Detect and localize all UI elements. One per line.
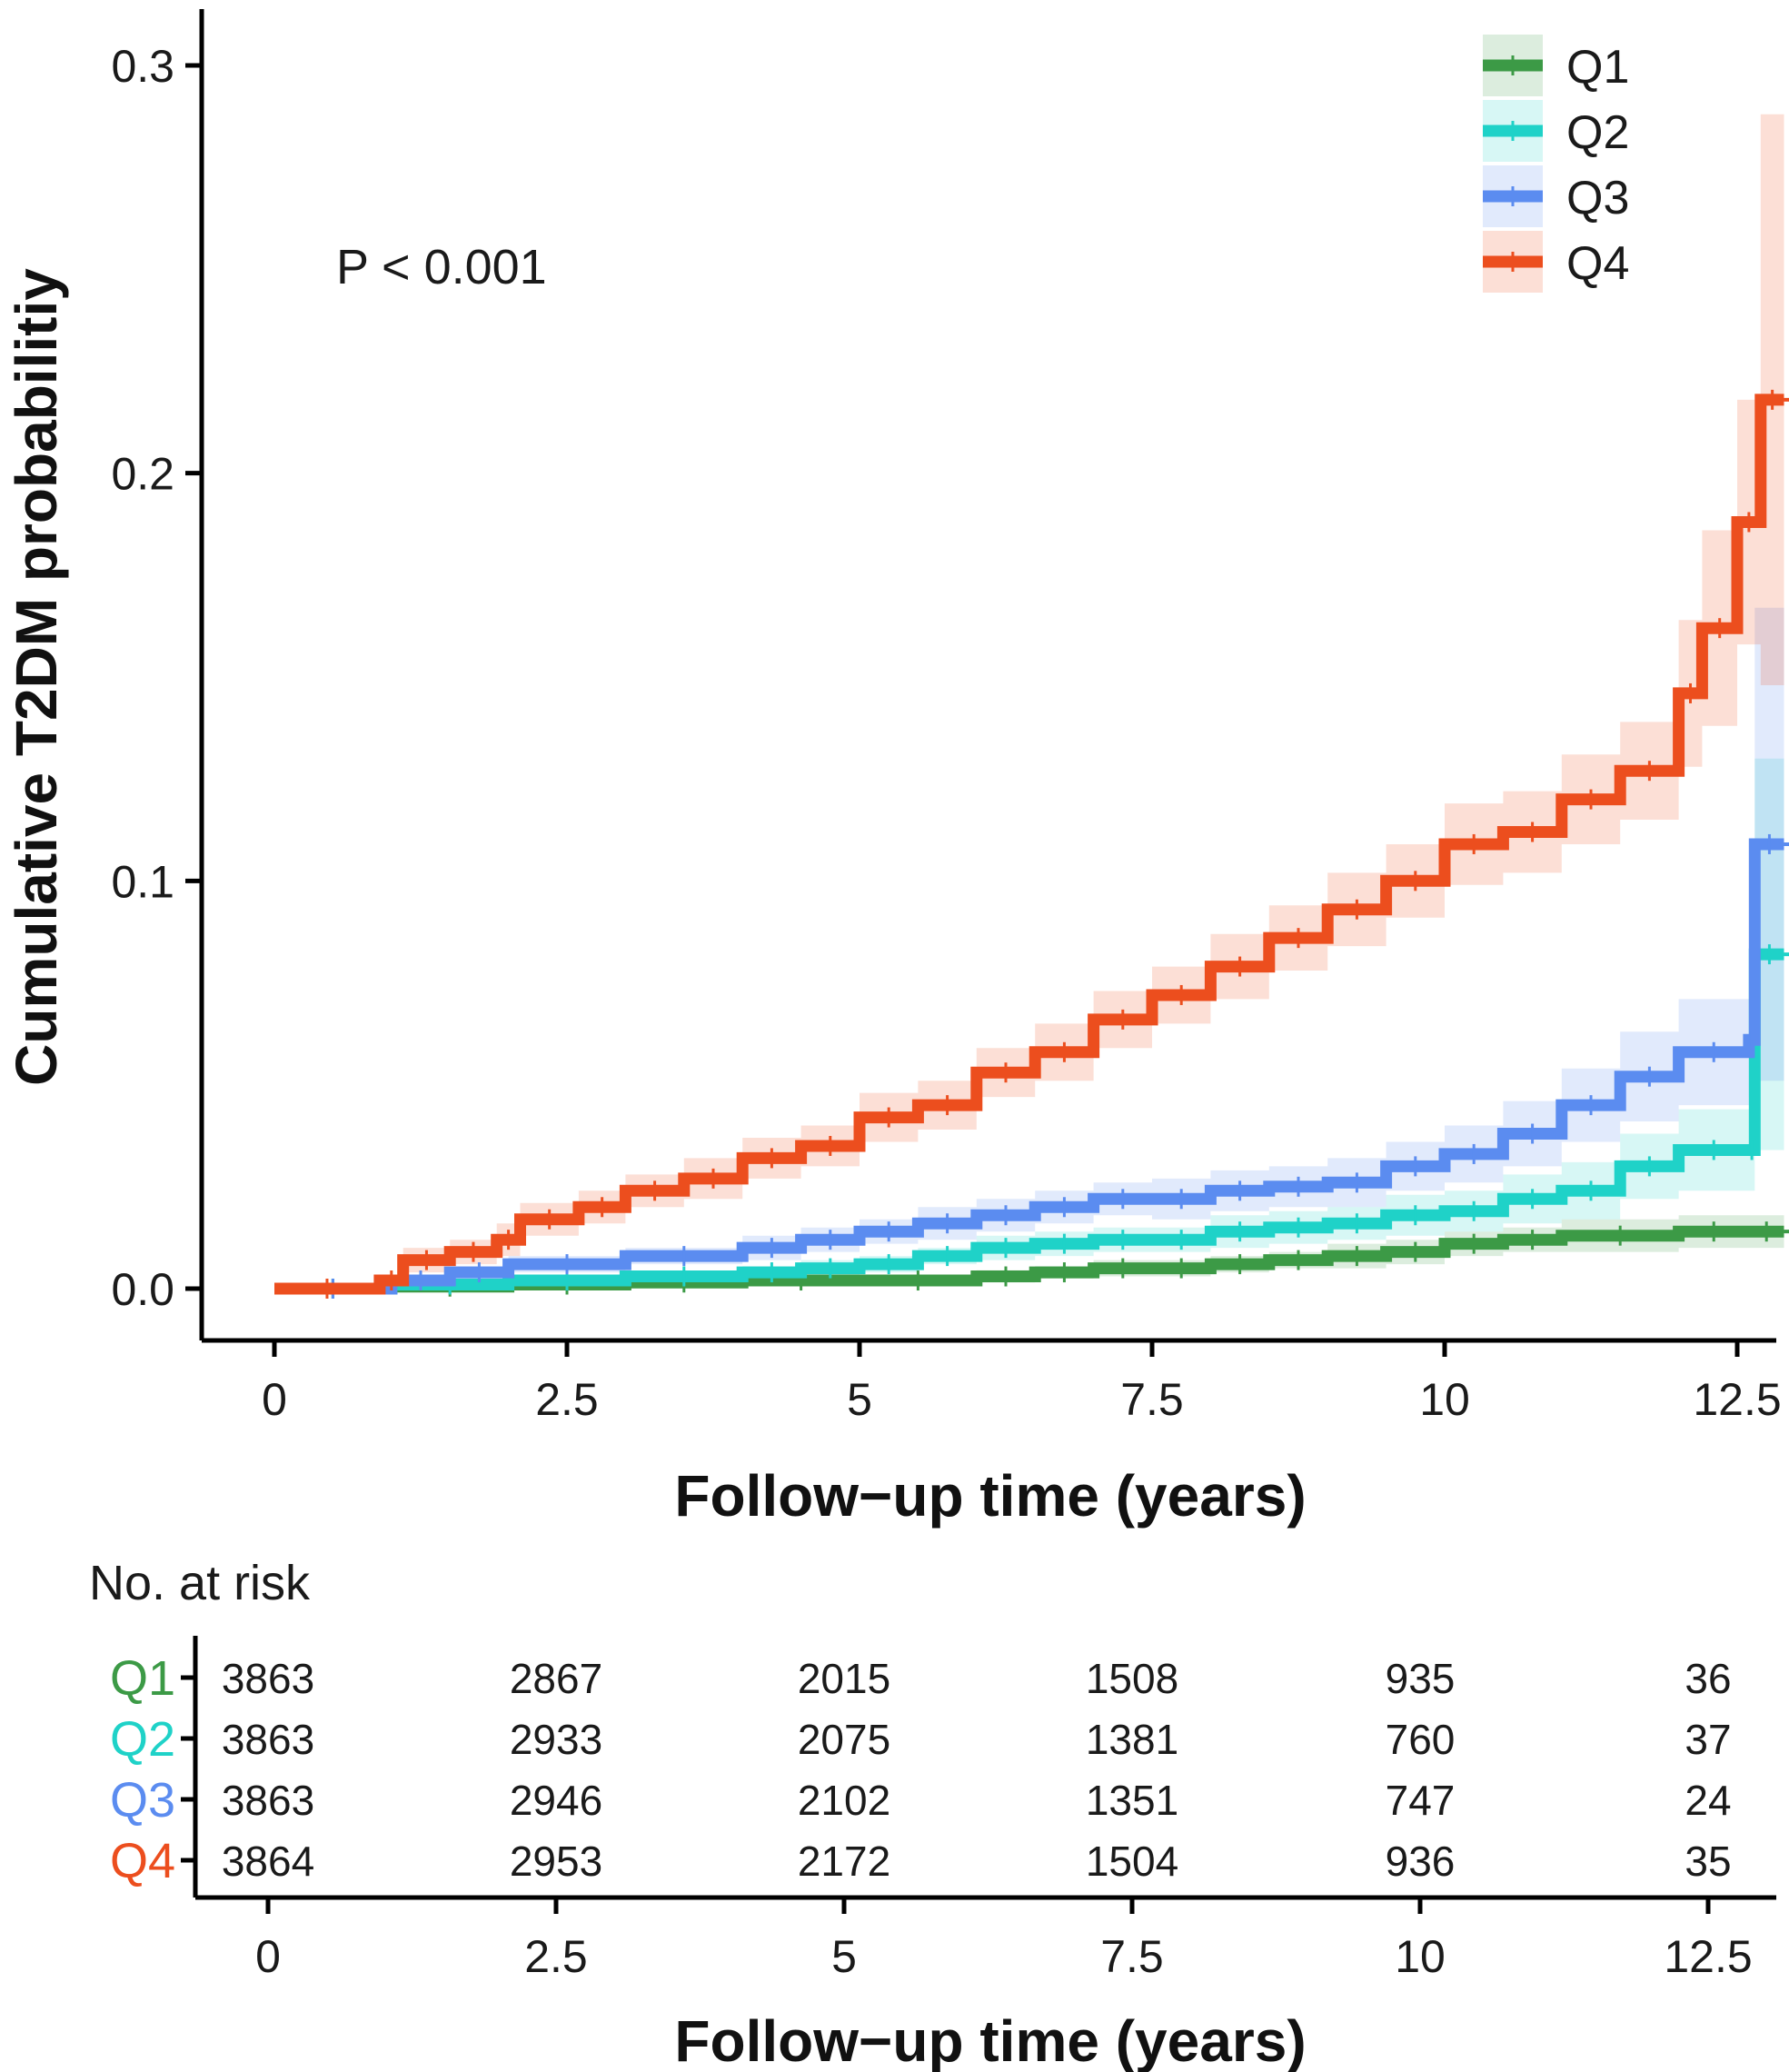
- x-tick-label: 7.5: [1120, 1374, 1184, 1425]
- risk-count-q4: 936: [1386, 1838, 1456, 1885]
- risk-count-q1: 1508: [1086, 1655, 1178, 1702]
- risk-count-q3: 2102: [798, 1777, 890, 1824]
- x-axis-title: Follow−up time (years): [674, 1463, 1306, 1529]
- risk-count-q1: 935: [1386, 1655, 1456, 1702]
- risk-table: Q1 3863 2867 2015 1508 935 36 Q2 3863 2933 2075 138…: [110, 1636, 1776, 1982]
- survival-curves: [274, 389, 1789, 1299]
- x-tick-label: 0: [262, 1374, 287, 1425]
- risk-count-q4: 2172: [798, 1838, 890, 1885]
- risk-x-tick-label: 5: [831, 1931, 857, 1982]
- risk-count-q4: 35: [1685, 1838, 1731, 1885]
- risk-count-q2: 2075: [798, 1716, 890, 1763]
- risk-count-q2: 1381: [1086, 1716, 1178, 1763]
- risk-x-tick-label: 12.5: [1664, 1931, 1752, 1982]
- y-tick-label: 0.0: [111, 1264, 174, 1315]
- y-tick-label: 0.2: [111, 449, 174, 500]
- risk-count-q4: 3864: [222, 1838, 314, 1885]
- risk-count-q4: 2953: [510, 1838, 602, 1885]
- x-tick-label: 10: [1419, 1374, 1470, 1425]
- p-value-annotation: P < 0.001: [336, 240, 547, 294]
- risk-count-q1: 3863: [222, 1655, 314, 1702]
- risk-count-q1: 2015: [798, 1655, 890, 1702]
- risk-group-label-q1: Q1: [110, 1651, 175, 1706]
- legend-label-q3: Q3: [1566, 172, 1629, 224]
- y-tick-label: 0.3: [111, 41, 174, 92]
- curve-q3: [274, 838, 1784, 1295]
- legend-label-q2: Q2: [1566, 106, 1629, 159]
- main-axes: 0.0 0.1 0.2 0.3 0 2.5 5 7.5 10 12.5: [111, 9, 1782, 1425]
- risk-count-q2: 760: [1386, 1716, 1456, 1763]
- risk-table-title: No. at risk: [89, 1556, 311, 1610]
- risk-count-q1: 2867: [510, 1655, 602, 1702]
- risk-x-tick-label: 10: [1395, 1931, 1446, 1982]
- risk-count-q2: 37: [1685, 1716, 1731, 1763]
- x-tick-label: 12.5: [1693, 1374, 1781, 1425]
- risk-count-q3: 747: [1386, 1777, 1456, 1824]
- legend-label-q1: Q1: [1566, 41, 1629, 94]
- legend: Q1 Q2 Q3 Q4: [1483, 35, 1629, 293]
- x-tick-label: 2.5: [535, 1374, 599, 1425]
- risk-group-label-q4: Q4: [110, 1834, 175, 1888]
- legend-label-q4: Q4: [1566, 237, 1629, 290]
- x-tick-label: 5: [847, 1374, 872, 1425]
- risk-x-tick-label: 2.5: [524, 1931, 588, 1982]
- risk-group-label-q2: Q2: [110, 1712, 175, 1767]
- risk-count-q4: 1504: [1086, 1838, 1178, 1885]
- risk-x-tick-label: 7.5: [1100, 1931, 1164, 1982]
- risk-x-tick-label: 0: [255, 1931, 281, 1982]
- risk-count-q3: 3863: [222, 1777, 314, 1824]
- risk-count-q1: 36: [1685, 1655, 1731, 1702]
- risk-table-x-axis-title: Follow−up time (years): [674, 2008, 1306, 2072]
- risk-count-q3: 24: [1685, 1777, 1731, 1824]
- risk-count-q2: 3863: [222, 1716, 314, 1763]
- y-axis-title: Cumulative T2DM probabilitiy: [4, 268, 69, 1086]
- risk-group-label-q3: Q3: [110, 1773, 175, 1828]
- risk-count-q3: 2946: [510, 1777, 602, 1824]
- risk-count-q3: 1351: [1086, 1777, 1178, 1824]
- risk-count-q2: 2933: [510, 1716, 602, 1763]
- y-tick-label: 0.1: [111, 856, 174, 907]
